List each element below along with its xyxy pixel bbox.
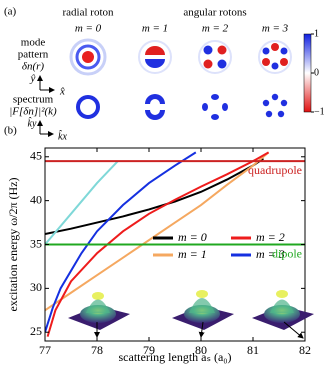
x-tick-label: 78 <box>91 343 103 357</box>
line <box>45 151 270 312</box>
line-label: quadrupole <box>248 163 302 177</box>
x-tick-label: 79 <box>143 343 155 357</box>
spectrum <box>202 94 228 120</box>
mode-pattern <box>138 40 172 74</box>
column-label: m = 2 <box>202 23 229 35</box>
mode-pattern <box>258 40 292 74</box>
spectrum <box>145 94 165 120</box>
line <box>45 157 264 235</box>
panel-label: (a) <box>4 6 17 18</box>
x-tick-label: 82 <box>299 343 311 357</box>
column-label: m = 3 <box>262 23 289 35</box>
x-tick-label: 80 <box>195 343 207 357</box>
y-tick-label: 40 <box>30 192 42 206</box>
legend-label: m = 1 <box>178 247 207 261</box>
y-tick-label: 25 <box>30 324 42 338</box>
axis-icon-label: k̂y <box>28 116 37 129</box>
panel-label: (b) <box>4 125 17 137</box>
spectrum <box>262 93 288 118</box>
y-tick-label: 35 <box>30 236 42 250</box>
line <box>45 151 197 333</box>
legend-label: m = 0 <box>178 230 207 244</box>
group-header: angular rotons <box>183 7 246 19</box>
row-label: |F[δn]|²(k) <box>9 106 57 118</box>
colorbar-label: −1 <box>314 106 325 117</box>
colorbar-label: 1 <box>314 28 319 39</box>
line <box>46 151 270 337</box>
inset-surface <box>252 290 314 339</box>
mode-pattern <box>69 38 107 76</box>
spectrum <box>76 95 100 119</box>
row-label: spectrum <box>13 94 54 106</box>
legend-label: m = 3 <box>256 247 285 261</box>
row-label: pattern <box>18 49 49 61</box>
row-label: mode <box>21 37 46 49</box>
y-tick-label: 30 <box>30 280 42 294</box>
axis-icon-label: x̂ <box>59 86 65 98</box>
inset-surface <box>68 292 130 338</box>
line <box>45 160 119 246</box>
axis-icon-label: ŷ <box>30 73 36 85</box>
legend-label: m = 2 <box>256 230 285 244</box>
column-label: m = 0 <box>75 23 102 35</box>
column-label: m = 1 <box>142 23 168 35</box>
line-label: dipole <box>272 246 302 260</box>
axis-icon-label: k̂x <box>58 129 67 142</box>
row-label: δn(r) <box>22 61 45 73</box>
x-tick-label: 77 <box>39 343 51 357</box>
axis-icon <box>37 75 54 134</box>
plot-lines <box>45 151 305 337</box>
inset-surface <box>172 290 234 338</box>
colorbar-label: 0 <box>314 67 319 78</box>
x-tick-label: 81 <box>247 343 259 357</box>
y-tick-label: 45 <box>30 149 42 163</box>
group-header: radial roton <box>62 7 114 19</box>
y-axis-label: excitation energy ω/2π (Hz) <box>6 177 20 311</box>
mode-pattern <box>198 40 232 74</box>
colorbar <box>303 33 312 113</box>
x-axis-label: scattering length aₛ (a₀) <box>119 350 232 364</box>
